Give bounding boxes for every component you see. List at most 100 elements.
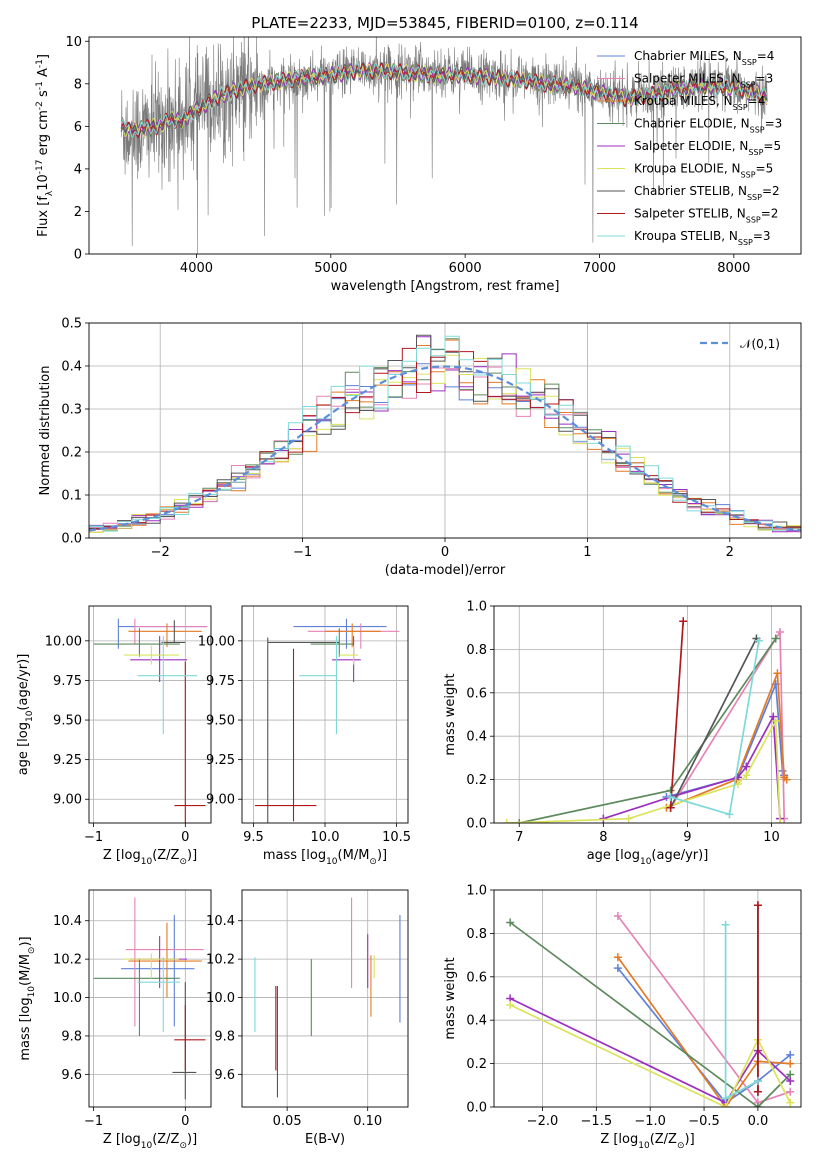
x-tick-label: 0.05 — [273, 1114, 302, 1129]
legend-entry: Salpeter MILES, NSSP=3 — [634, 72, 773, 90]
weight-line-chabrier-elodie — [509, 921, 791, 1107]
y-tick-label: 0.6 — [466, 970, 487, 985]
x-tick-label: 0.0 — [748, 1114, 769, 1129]
x-tick-label: −2.0 — [527, 1114, 559, 1129]
errorbar-chabrier-stelib — [172, 982, 197, 1100]
y-tick-label: 9.25 — [53, 753, 82, 768]
histogram-kroupa-elodie — [89, 354, 801, 533]
y-tick-label: 10.4 — [206, 914, 235, 929]
weight-marker — [666, 803, 675, 812]
errorbar-chabrier-elodie — [93, 959, 180, 1036]
y-tick-label: 0.4 — [466, 1014, 487, 1029]
weight-marker — [754, 636, 763, 645]
model-line-salpeter-stelib — [120, 62, 768, 139]
y-tick-label: 10.2 — [53, 953, 82, 968]
errorbar-kroupa-elodie — [123, 645, 179, 665]
y-tick-label: 10.0 — [53, 991, 82, 1006]
histogram-lines — [89, 334, 801, 533]
weight-marker — [506, 918, 515, 927]
axes-frame — [493, 889, 802, 1108]
legend-entry: Kroupa MILES, NSSP=4 — [634, 94, 765, 112]
errorbar-kroupa-stelib — [299, 636, 337, 735]
panel-mass-vs-EBV: 0.05 0.10 9.6 9.8 10.0 10.2 10.4 E(B-V) — [206, 889, 409, 1147]
x-axis-label: wavelength [Angstrom, rest frame] — [331, 279, 560, 294]
x-tick-label: −0.5 — [688, 1114, 720, 1129]
y-axis-label: Normed distribution — [38, 366, 53, 496]
weight-marker — [775, 819, 784, 823]
y-tick-label: 0.0 — [61, 532, 82, 547]
x-tick-label: 6000 — [449, 261, 482, 276]
y-tick-label: 8 — [74, 77, 82, 92]
x-tick-label: 9.5 — [243, 830, 264, 845]
y-tick-label: 9.50 — [53, 714, 82, 729]
errorbar-kroupa-stelib — [137, 636, 198, 735]
histogram-salpeter-elodie — [89, 336, 801, 533]
legend-entry: Kroupa STELIB, NSSP=3 — [634, 229, 771, 247]
y-tick-label: 6 — [74, 120, 82, 135]
x-tick-label: 0 — [441, 545, 449, 560]
weight-marker — [769, 712, 778, 721]
weight-marker — [771, 717, 780, 726]
legend-entry: Kroupa ELODIE, NSSP=5 — [634, 162, 773, 180]
axes-frame — [493, 605, 802, 824]
errorbar-kroupa-miles — [128, 922, 202, 998]
y-tick-label: 0.4 — [466, 730, 487, 745]
legend-entry: Chabrier STELIB, NSSP=2 — [634, 184, 780, 202]
y-tick-label: 9.50 — [206, 714, 235, 729]
x-axis-label: Z [log10(Z/Z⊙)] — [600, 1132, 694, 1151]
weight-marker — [742, 771, 751, 780]
y-tick-label: 0.3 — [61, 403, 82, 418]
panel-spectrum: 4000 5000 6000 7000 8000 0 2 4 6 8 10 wavelength [A… — [35, 35, 802, 294]
panel-weight-vs-Z: −2.0 −1.5 −1.0 −0.5 0.0 0.0 0.2 0.4 0.6 0.8 1.0 Z [… — [443, 884, 802, 1151]
errorbar-salpeter-stelib — [174, 661, 206, 823]
errorbar-kroupa-elodie — [123, 953, 179, 979]
weight-marker — [786, 1050, 795, 1059]
errorbar-chabrier-elodie — [93, 628, 180, 657]
weight-marker — [725, 810, 734, 819]
weight-marker — [786, 1098, 795, 1107]
y-tick-label: 10 — [65, 35, 82, 50]
y-axis-label: age [log10(age/yr)] — [16, 654, 35, 776]
weight-marker — [613, 912, 622, 921]
x-tick-label: 0 — [181, 1114, 189, 1129]
weight-marker — [753, 901, 762, 910]
y-tick-label: 0.2 — [466, 1057, 487, 1072]
x-tick-label: 1 — [583, 545, 591, 560]
weight-line-kroupa-elodie — [509, 1004, 791, 1107]
panel-weight-vs-age: 7 8 9 10 0.0 0.2 0.4 0.6 0.8 1.0 age [log10(age/yr… — [443, 600, 802, 867]
weight-line-chabrier-miles — [617, 967, 791, 1104]
weight-marker — [786, 1087, 795, 1096]
weight-marker — [782, 775, 791, 784]
x-tick-label: −1.0 — [634, 1114, 666, 1129]
y-tick-label: 1.0 — [466, 884, 487, 899]
errorbars — [93, 618, 208, 823]
y-axis-label: mass weight — [443, 673, 458, 755]
legend-entry: 𝒩(0,1) — [740, 337, 780, 351]
x-tick-label: 0 — [181, 830, 189, 845]
axes-frame — [241, 889, 409, 1108]
weight-line-salpeter-stelib — [669, 621, 685, 808]
errorbar-kroupa-miles — [128, 623, 202, 648]
x-tick-label: −2 — [151, 545, 170, 560]
errorbar-kroupa-elodie — [339, 645, 358, 665]
weight-marker — [515, 819, 524, 823]
x-tick-label: −1 — [293, 545, 312, 560]
residual-legend: 𝒩(0,1) — [700, 337, 780, 351]
weight-line-salpeter-elodie — [509, 997, 791, 1104]
y-tick-label: 9.75 — [53, 674, 82, 689]
weight-line-kroupa-miles — [617, 956, 791, 1107]
y-tick-label: 4 — [74, 162, 82, 177]
x-tick-label: 7 — [515, 830, 523, 845]
weight-marker — [613, 953, 622, 962]
errorbar-kroupa-miles — [325, 623, 381, 648]
x-axis-label: mass [log10(M/M⊙)] — [263, 848, 387, 867]
x-tick-label: 0.10 — [353, 1114, 382, 1129]
y-axis-label: mass weight — [443, 957, 458, 1039]
y-tick-label: 10.00 — [45, 634, 82, 649]
x-tick-label: −1 — [84, 1114, 103, 1129]
axes-frame — [241, 605, 409, 824]
y-tick-label: 9.00 — [206, 793, 235, 808]
y-tick-label: 0.8 — [466, 927, 487, 942]
